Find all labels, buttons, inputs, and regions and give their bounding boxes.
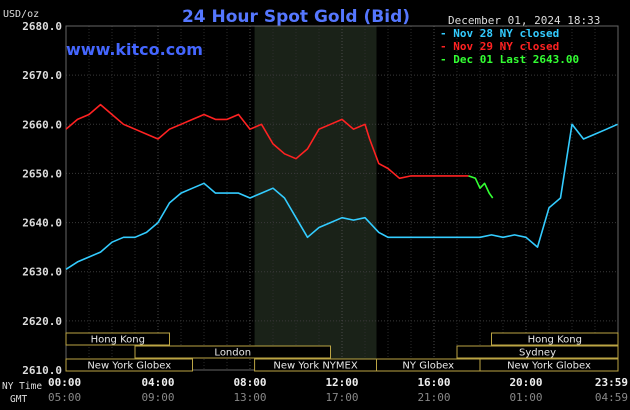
- session-label-0: Hong Kong: [91, 335, 145, 346]
- x-tick-gmt-0: 05:00: [48, 391, 81, 404]
- x-tick-gmt-6: 04:59: [595, 391, 628, 404]
- y-tick-label-1: 2670.0: [22, 69, 62, 82]
- x-tick-ny-1: 04:00: [141, 376, 174, 389]
- session-box-1: [491, 332, 619, 346]
- session-box-4: [65, 358, 193, 372]
- session-label-6: NY Globex: [402, 361, 454, 372]
- site-url[interactable]: www.kitco.com: [66, 40, 203, 59]
- trading-sessions: Hong Kong Hong Kong London Sydney New York G…: [65, 332, 619, 372]
- session-label-3: Sydney: [519, 348, 556, 359]
- legend-entry-1: - Nov 29 NY closed: [440, 40, 559, 53]
- session-box-2: [134, 345, 331, 359]
- nymex-session-shading: [254, 26, 377, 370]
- y-tick-label-2: 2660.0: [22, 118, 62, 131]
- y-tick-label-3: 2650.0: [22, 167, 62, 180]
- x-tick-ny-0: 00:00: [48, 376, 81, 389]
- legend-entry-0: - Nov 28 NY closed: [440, 27, 559, 40]
- series-line-0: [65, 123, 618, 270]
- y-tick-label-0: 2680.0: [22, 20, 62, 33]
- session-label-1: Hong Kong: [528, 335, 582, 346]
- x-tick-ny-2: 08:00: [233, 376, 266, 389]
- y-tick-label-5: 2630.0: [22, 266, 62, 279]
- series-line-2: [468, 175, 494, 199]
- y-tick-label-7: 2610.0: [22, 364, 62, 377]
- price-series: [65, 103, 618, 270]
- session-box-0: [65, 332, 170, 346]
- x-tick-ny-6: 23:59: [595, 376, 628, 389]
- x-tick-labels: 00:00 05:00 04:00 09:00 08:00 13:00 12:00 17:00…: [48, 376, 628, 404]
- x-tick-gmt-2: 13:00: [233, 391, 266, 404]
- session-label-4: New York Globex: [87, 361, 171, 372]
- legend-entry-2: - Dec 01 Last 2643.00: [440, 53, 579, 66]
- session-label-7: New York Globex: [507, 361, 591, 372]
- session-label-5: New York NYMEX: [273, 361, 358, 372]
- x-tick-ny-5: 20:00: [509, 376, 542, 389]
- session-label-2: London: [214, 348, 251, 359]
- session-box-7: [479, 358, 619, 372]
- session-box-3: [456, 345, 619, 359]
- unit-label: USD/oz: [3, 9, 39, 20]
- date-time: December 01, 2024 18:33: [448, 14, 600, 27]
- x-row-gmt-label: GMT: [10, 394, 27, 405]
- y-tick-label-4: 2640.0: [22, 217, 62, 230]
- x-tick-gmt-5: 01:00: [509, 391, 542, 404]
- x-row-ny-label: NY Time: [2, 381, 42, 392]
- chart-title: 24 Hour Spot Gold (Bid): [182, 7, 410, 27]
- x-tick-ny-4: 16:00: [417, 376, 450, 389]
- x-tick-gmt-3: 17:00: [325, 391, 358, 404]
- x-tick-gmt-1: 09:00: [141, 391, 174, 404]
- legend: - Nov 28 NY closed- Nov 29 NY closed- De…: [440, 27, 579, 66]
- y-tick-labels: 2680.0 2670.0 2660.0 2650.0 2640.0 2630.0 2620…: [22, 20, 62, 377]
- x-tick-ny-3: 12:00: [325, 376, 358, 389]
- y-tick-label-6: 2620.0: [22, 315, 62, 328]
- series-line-1: [65, 103, 469, 180]
- x-tick-gmt-4: 21:00: [417, 391, 450, 404]
